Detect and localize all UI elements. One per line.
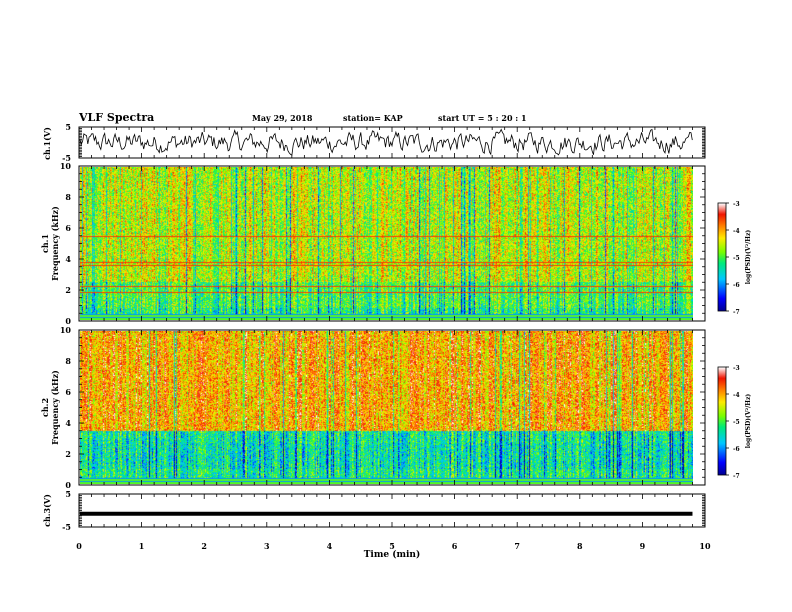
ch2-colorbar-image xyxy=(718,367,726,475)
x-axis-title: Time (min) xyxy=(364,549,421,560)
x-tick-label: 7 xyxy=(514,541,520,551)
ch2-spectrogram-ylabel-2: Frequency (kHz) xyxy=(50,370,60,445)
x-tick-label: 2 xyxy=(201,541,207,551)
y-tick-label: 5 xyxy=(65,122,71,132)
y-tick-label: 0 xyxy=(65,316,71,326)
x-tick-label: 9 xyxy=(640,541,646,551)
y-tick-label: 4 xyxy=(65,254,71,264)
date-label: May 29, 2018 xyxy=(252,113,313,123)
y-tick-label: 2 xyxy=(65,449,71,459)
y-tick-label: 5 xyxy=(65,489,71,499)
colorbar-2-label: log(PSD)(V²/Hz) xyxy=(745,394,752,449)
ch3-waveform-ylabel: ch.3(V) xyxy=(42,494,52,527)
ch1-spectrogram-ylabel-2: Frequency (kHz) xyxy=(50,206,60,281)
y-tick-label: -5 xyxy=(62,153,71,163)
ch1-spectrogram-ylabel: ch.1 xyxy=(40,234,50,253)
colorbar-1-label: log(PSD)(V²/Hz) xyxy=(745,230,752,285)
start-time-label: start UT = 5 : 20 : 1 xyxy=(438,113,527,123)
colorbar-tick-label: -4 xyxy=(733,392,740,399)
colorbar-tick-label: -5 xyxy=(733,419,740,426)
ch1-colorbar-image xyxy=(718,203,726,311)
x-tick-label: 0 xyxy=(76,541,82,551)
colorbar-tick-label: -6 xyxy=(733,446,740,453)
y-tick-label: 6 xyxy=(65,223,71,233)
y-tick-label: 8 xyxy=(65,192,71,202)
figure-title: VLF Spectra xyxy=(79,111,155,124)
colorbar-tick-label: -4 xyxy=(733,228,740,235)
colorbar-1-frame xyxy=(717,202,727,312)
colorbar-tick-label: -5 xyxy=(733,255,740,262)
x-tick-label: 6 xyxy=(452,541,458,551)
panel-2-frame xyxy=(78,165,706,322)
y-tick-label: 8 xyxy=(65,356,71,366)
colorbar-tick-label: -7 xyxy=(733,309,740,316)
x-tick-label: 4 xyxy=(327,541,333,551)
colorbar-tick-label: -6 xyxy=(733,282,740,289)
ch2-spectrogram-ylabel: ch.2 xyxy=(40,398,50,417)
x-tick-label: 5 xyxy=(389,541,395,551)
x-tick-label: 3 xyxy=(264,541,270,551)
y-tick-label: 2 xyxy=(65,285,71,295)
y-tick-label: 0 xyxy=(65,480,71,490)
x-tick-label: 8 xyxy=(577,541,583,551)
colorbar-tick-label: -3 xyxy=(733,365,740,372)
ch1-spectrogram-image xyxy=(80,167,693,320)
y-tick-label: -5 xyxy=(62,522,71,532)
ch1-waveform-ylabel: ch.1(V) xyxy=(42,127,52,160)
station-label: station= KAP xyxy=(343,113,403,123)
y-tick-label: 10 xyxy=(60,161,72,171)
colorbar-tick-label: -7 xyxy=(733,473,740,480)
y-tick-label: 10 xyxy=(60,325,72,335)
y-tick-label: 6 xyxy=(65,387,71,397)
x-tick-label: 10 xyxy=(699,541,711,551)
colorbar-2-frame xyxy=(717,366,727,476)
ch2-spectrogram-image xyxy=(80,331,693,484)
colorbar-tick-label: -3 xyxy=(733,201,740,208)
ch1-waveform-line xyxy=(79,128,693,156)
x-tick-label: 1 xyxy=(139,541,145,551)
panel-3-frame xyxy=(78,329,706,486)
y-tick-label: 4 xyxy=(65,418,71,428)
